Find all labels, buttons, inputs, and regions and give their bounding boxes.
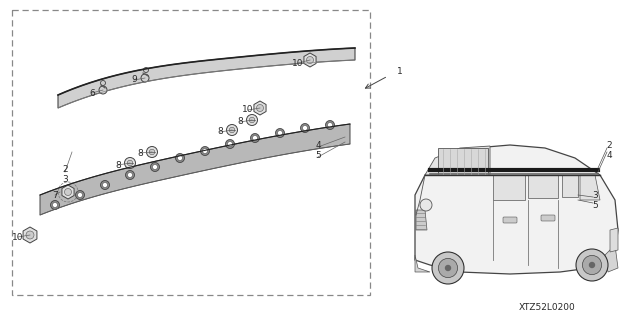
Polygon shape <box>580 175 600 200</box>
Polygon shape <box>528 175 558 198</box>
Text: 8: 8 <box>217 128 223 137</box>
Text: XTZ52L0200: XTZ52L0200 <box>518 303 575 313</box>
Polygon shape <box>610 228 618 252</box>
Circle shape <box>253 136 257 140</box>
Text: 7: 7 <box>52 190 58 199</box>
Text: 9: 9 <box>131 76 137 85</box>
Polygon shape <box>304 53 316 67</box>
Circle shape <box>100 181 109 189</box>
Circle shape <box>249 117 255 123</box>
Circle shape <box>125 158 136 168</box>
Polygon shape <box>416 210 427 230</box>
Circle shape <box>420 199 432 211</box>
Text: 10: 10 <box>292 58 304 68</box>
Circle shape <box>76 190 84 199</box>
Circle shape <box>65 189 72 196</box>
Circle shape <box>152 165 157 169</box>
Circle shape <box>141 74 149 82</box>
Circle shape <box>227 142 232 146</box>
Circle shape <box>175 153 184 162</box>
Circle shape <box>51 201 60 210</box>
Circle shape <box>150 162 159 172</box>
Circle shape <box>432 252 464 284</box>
Text: 8: 8 <box>115 160 121 169</box>
Circle shape <box>303 125 307 130</box>
Polygon shape <box>254 101 266 115</box>
Circle shape <box>99 86 107 94</box>
Circle shape <box>307 56 314 63</box>
Text: 10: 10 <box>243 106 253 115</box>
Circle shape <box>177 155 182 160</box>
Polygon shape <box>23 227 37 243</box>
Circle shape <box>200 146 209 155</box>
Circle shape <box>77 192 83 197</box>
Circle shape <box>301 123 310 132</box>
Circle shape <box>127 160 132 166</box>
Text: 3: 3 <box>592 190 598 199</box>
Bar <box>12 10 370 295</box>
Polygon shape <box>40 124 350 215</box>
Circle shape <box>143 68 148 72</box>
Polygon shape <box>605 245 618 272</box>
Circle shape <box>326 121 335 130</box>
Circle shape <box>125 170 134 180</box>
FancyBboxPatch shape <box>503 217 517 223</box>
Circle shape <box>257 105 264 112</box>
Text: 2: 2 <box>606 140 612 150</box>
Circle shape <box>102 182 108 188</box>
Circle shape <box>225 139 234 149</box>
Text: 4: 4 <box>315 140 321 150</box>
Circle shape <box>202 149 207 153</box>
Circle shape <box>246 115 257 125</box>
Circle shape <box>26 231 34 239</box>
Polygon shape <box>415 145 618 274</box>
Circle shape <box>589 262 595 268</box>
Polygon shape <box>62 185 74 199</box>
Text: 5: 5 <box>592 201 598 210</box>
Circle shape <box>328 122 333 128</box>
Circle shape <box>227 124 237 136</box>
Circle shape <box>100 80 106 85</box>
Circle shape <box>576 249 608 281</box>
Polygon shape <box>415 255 430 272</box>
Polygon shape <box>438 148 488 175</box>
Polygon shape <box>425 146 490 175</box>
FancyBboxPatch shape <box>541 215 555 221</box>
Text: 3: 3 <box>62 175 68 184</box>
Text: 4: 4 <box>606 151 612 160</box>
Polygon shape <box>493 175 525 200</box>
Circle shape <box>445 265 451 271</box>
Circle shape <box>149 149 155 155</box>
Circle shape <box>147 146 157 158</box>
Circle shape <box>582 256 602 275</box>
Circle shape <box>52 203 58 207</box>
Text: 10: 10 <box>12 233 24 241</box>
Text: 5: 5 <box>315 151 321 160</box>
Text: 8: 8 <box>237 117 243 127</box>
Circle shape <box>229 127 235 133</box>
Circle shape <box>275 129 285 137</box>
Circle shape <box>278 130 282 136</box>
Text: 8: 8 <box>137 149 143 158</box>
Polygon shape <box>562 175 578 197</box>
Circle shape <box>250 133 259 143</box>
Circle shape <box>127 173 132 177</box>
Polygon shape <box>58 48 355 108</box>
Circle shape <box>438 258 458 278</box>
Text: 1: 1 <box>397 68 403 77</box>
Text: 6: 6 <box>89 88 95 98</box>
Text: 2: 2 <box>62 166 68 174</box>
